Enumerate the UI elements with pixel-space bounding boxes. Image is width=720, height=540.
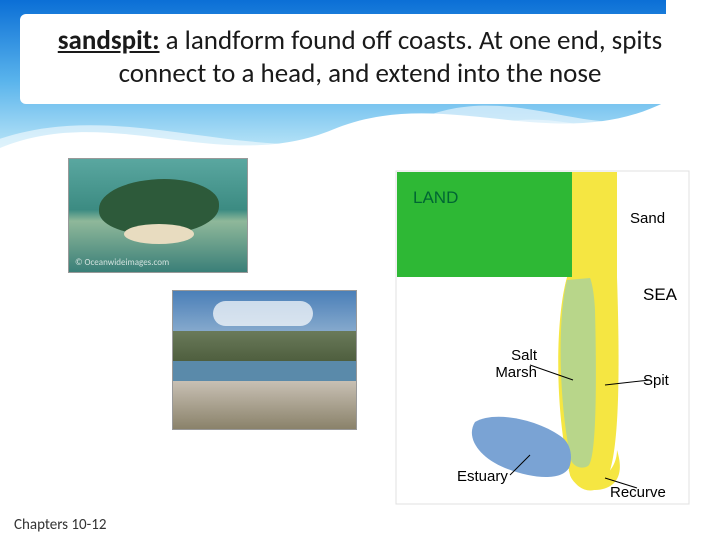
- label-land: LAND: [413, 188, 458, 208]
- content-area: © Oceanwideimages.com: [0, 140, 720, 510]
- photo-aerial-sandspit: © Oceanwideimages.com: [68, 158, 248, 273]
- watermark: © Oceanwideimages.com: [75, 257, 169, 268]
- definition: a landform found off coasts. At one end,…: [119, 24, 663, 90]
- term: sandspit:: [58, 24, 160, 57]
- cloud: [213, 301, 313, 326]
- label-spit: Spit: [643, 372, 669, 389]
- label-sand: Sand: [630, 210, 665, 227]
- label-recurve: Recurve: [610, 484, 666, 501]
- label-estuary: Estuary: [457, 468, 508, 485]
- beach: [173, 381, 356, 429]
- title-card: sandspit: a landform found off coasts. A…: [20, 14, 700, 104]
- photo-coastal-spit: [172, 290, 357, 430]
- spit-diagram: LAND Sand SEA Salt Marsh Spit Estuary Re…: [395, 170, 690, 505]
- label-salt-marsh: Salt Marsh: [487, 348, 537, 381]
- footer-chapters: Chapters 10-12: [14, 516, 106, 534]
- label-sea: SEA: [643, 285, 677, 305]
- sand-shape: [124, 224, 194, 244]
